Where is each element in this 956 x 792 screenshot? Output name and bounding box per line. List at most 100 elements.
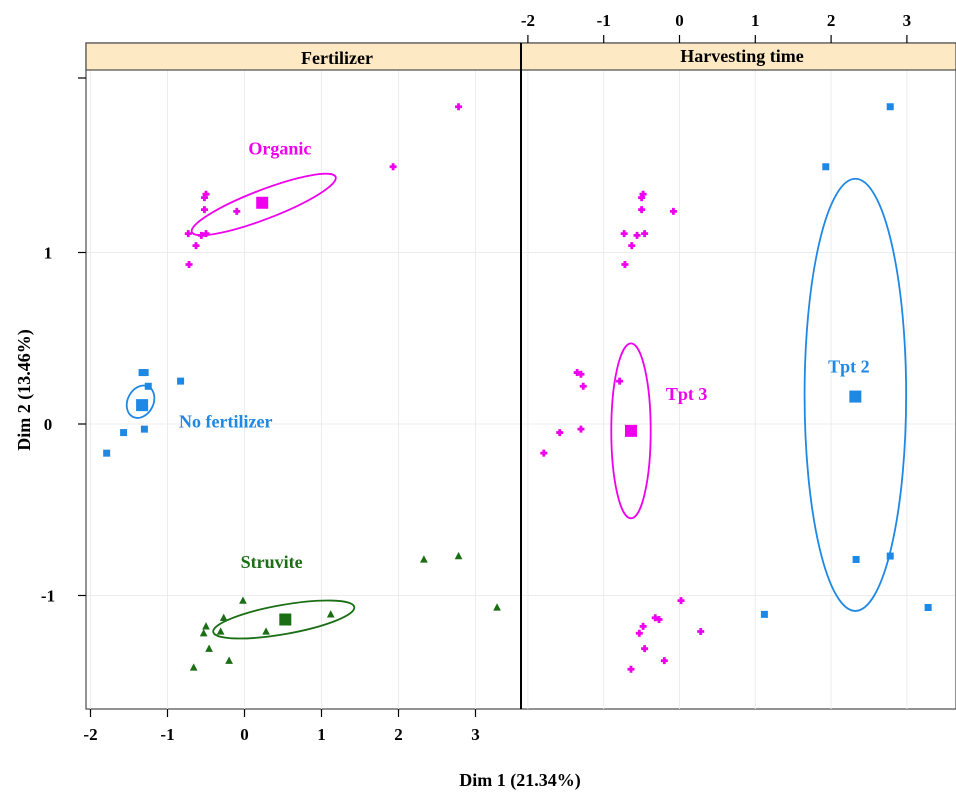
- centroid-organic: [256, 196, 269, 209]
- point-struvite: [205, 644, 213, 652]
- y-axis-title: Dim 2 (13.46%): [14, 329, 35, 450]
- point-struvite: [239, 596, 247, 604]
- group-label-organic: Organic: [248, 139, 311, 159]
- point-tpt-3: [577, 370, 585, 378]
- point-no-fertilizer: [144, 382, 152, 390]
- y-tick-label: -1: [41, 587, 55, 606]
- centroid-struvite: [279, 613, 292, 626]
- panel-left-frame: [85, 42, 522, 710]
- point-organic: [184, 230, 192, 238]
- point-tpt-3: [579, 382, 587, 390]
- x-tick-label-top: 0: [675, 11, 684, 30]
- point-organic: [202, 190, 210, 198]
- point-struvite: [199, 629, 208, 637]
- centroid-tpt-2: [849, 390, 862, 403]
- group-label-tpt-3: Tpt 3: [666, 384, 708, 404]
- panel-right-frame: [520, 42, 956, 710]
- x-tick-label-top: 2: [827, 11, 836, 30]
- point-struvite: [493, 603, 501, 611]
- point-organic: [185, 261, 193, 269]
- point-tpt-3: [620, 230, 628, 238]
- ellipse-tpt-2: [803, 177, 908, 612]
- point-organic: [455, 103, 463, 111]
- x-tick-label-top: 3: [903, 11, 912, 30]
- x-tick-label-bottom: -2: [83, 725, 97, 744]
- point-tpt-3: [540, 449, 548, 457]
- point-tpt-3: [697, 628, 705, 636]
- point-tpt-2: [924, 604, 932, 612]
- point-struvite: [454, 551, 463, 560]
- point-no-fertilizer: [120, 429, 128, 437]
- point-tpt-3: [635, 629, 643, 637]
- point-organic: [197, 231, 205, 239]
- point-tpt-3: [639, 190, 647, 198]
- point-tpt-3: [651, 614, 659, 622]
- group-label-struvite: Struvite: [241, 552, 303, 572]
- ellipse-tpt-3: [610, 342, 652, 520]
- point-no-fertilizer: [103, 449, 111, 457]
- x-tick-label-top: -2: [521, 11, 535, 30]
- point-struvite: [262, 627, 270, 635]
- group-label-no-fertilizer: No fertilizer: [179, 411, 272, 431]
- x-tick-label-bottom: -1: [160, 725, 174, 744]
- point-struvite: [216, 627, 225, 635]
- strip-right: [520, 42, 956, 71]
- point-tpt-3: [638, 194, 646, 202]
- point-tpt-3: [556, 429, 564, 437]
- point-struvite: [202, 622, 210, 630]
- point-tpt-2: [886, 552, 894, 560]
- point-tpt-2: [822, 163, 830, 171]
- x-tick-label-top: -1: [597, 11, 611, 30]
- point-struvite: [189, 663, 198, 671]
- panel-backgrounds: [85, 42, 956, 710]
- point-organic: [202, 230, 210, 238]
- point-tpt-3: [633, 231, 641, 239]
- x-tick-label-bottom: 3: [471, 725, 480, 744]
- point-organic: [192, 242, 200, 250]
- x-tick-label-bottom: 2: [394, 725, 403, 744]
- point-struvite: [225, 656, 233, 664]
- point-organic: [233, 207, 241, 215]
- point-tpt-3: [638, 206, 646, 214]
- panel-strips: Fertilizer Harvesting time: [85, 42, 956, 71]
- point-tpt-3: [616, 377, 624, 385]
- panel-title-fertilizer: Fertilizer: [301, 48, 373, 68]
- point-no-fertilizer: [177, 377, 185, 385]
- point-organic: [200, 206, 208, 214]
- centroid-tpt-3: [624, 424, 637, 437]
- point-tpt-3: [628, 242, 636, 250]
- strip-left: [85, 42, 522, 71]
- point-tpt-2: [760, 610, 768, 618]
- y-tick-label: 1: [44, 244, 53, 263]
- point-tpt-3: [641, 230, 649, 238]
- point-tpt-3: [669, 207, 677, 215]
- point-tpt-3: [627, 665, 635, 673]
- point-tpt-3: [677, 597, 685, 605]
- point-struvite: [326, 610, 335, 618]
- data-points: [103, 103, 932, 673]
- axes: -2 -1 0 1 2 3 -2 -1 0 1 2 3 -1 0 1: [41, 11, 911, 744]
- point-organic: [200, 194, 208, 202]
- group-labels: Organic No fertilizer Struvite Tpt 3 Tpt 2: [179, 139, 870, 572]
- x-tick-label-bottom: 1: [317, 725, 326, 744]
- x-tick-label-bottom: 0: [240, 725, 249, 744]
- point-tpt-3: [660, 657, 668, 665]
- y-tick-label: 0: [44, 415, 53, 434]
- point-tpt-3: [577, 425, 585, 433]
- point-tpt-3: [655, 616, 663, 624]
- centroid-no-fertilizer: [136, 399, 149, 412]
- point-tpt-3: [639, 622, 647, 630]
- point-struvite: [219, 613, 228, 621]
- ellipse-struvite: [212, 599, 356, 640]
- x-axis-title: Dim 1 (21.34%): [459, 770, 580, 791]
- point-tpt-3: [573, 369, 581, 377]
- point-tpt-3: [621, 261, 629, 269]
- point-no-fertilizer: [138, 369, 146, 377]
- point-struvite: [420, 555, 428, 563]
- point-no-fertilizer: [140, 425, 148, 433]
- group-label-tpt-2: Tpt 2: [828, 357, 870, 377]
- point-tpt-2: [886, 103, 894, 111]
- point-tpt-3: [641, 645, 649, 653]
- panel-title-harvesting-time: Harvesting time: [680, 46, 803, 66]
